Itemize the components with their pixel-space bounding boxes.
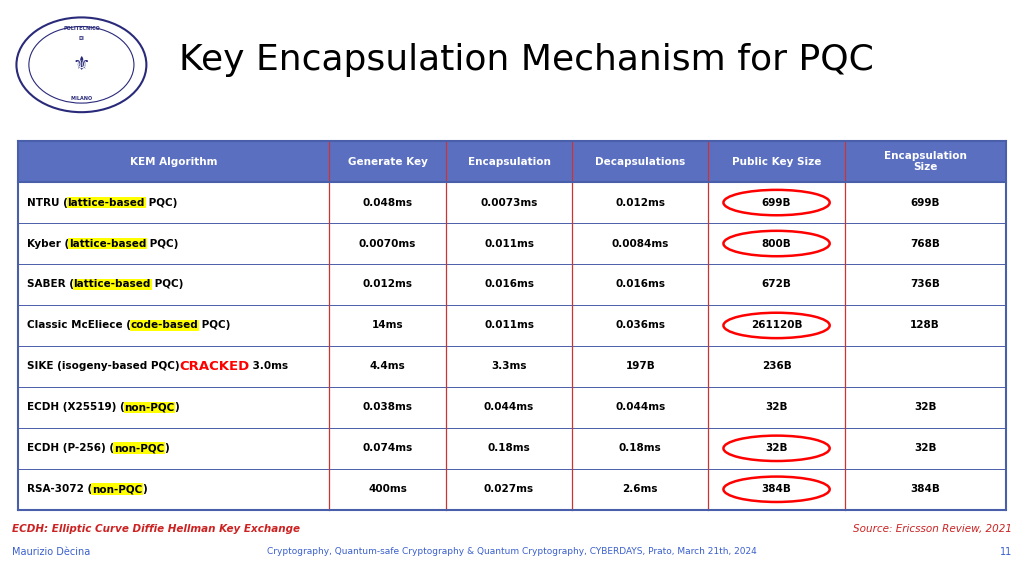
- Text: Key Encapsulation Mechanism for PQC: Key Encapsulation Mechanism for PQC: [179, 43, 874, 78]
- Text: lattice-based: lattice-based: [69, 238, 146, 248]
- Bar: [18, 387, 1006, 428]
- Text: 11: 11: [999, 547, 1012, 557]
- Text: 3.3ms: 3.3ms: [492, 361, 526, 372]
- Text: 197B: 197B: [626, 361, 655, 372]
- Text: 0.048ms: 0.048ms: [362, 198, 413, 207]
- Text: 0.0073ms: 0.0073ms: [480, 198, 538, 207]
- Text: 0.0084ms: 0.0084ms: [611, 238, 669, 248]
- Text: PQC): PQC): [199, 320, 230, 331]
- Text: 0.18ms: 0.18ms: [487, 444, 530, 453]
- Text: 0.18ms: 0.18ms: [618, 444, 662, 453]
- Text: 0.036ms: 0.036ms: [615, 320, 666, 331]
- Text: 800B: 800B: [762, 238, 792, 248]
- Text: 699B: 699B: [910, 198, 940, 207]
- Text: 699B: 699B: [762, 198, 792, 207]
- Text: ECDH (X25519) (: ECDH (X25519) (: [27, 403, 124, 412]
- Text: ): ): [164, 444, 169, 453]
- Text: CRACKED: CRACKED: [179, 360, 250, 373]
- Text: ): ): [175, 403, 179, 412]
- Text: 0.044ms: 0.044ms: [615, 403, 666, 412]
- Text: 2.6ms: 2.6ms: [623, 484, 658, 494]
- Text: PQC): PQC): [144, 198, 177, 207]
- Text: 672B: 672B: [762, 279, 792, 290]
- Text: 400ms: 400ms: [369, 484, 408, 494]
- Text: Encapsulation
Size: Encapsulation Size: [884, 151, 967, 172]
- Text: 384B: 384B: [910, 484, 940, 494]
- Text: NTRU (: NTRU (: [27, 198, 68, 207]
- Text: 261120B: 261120B: [751, 320, 802, 331]
- Text: 236B: 236B: [762, 361, 792, 372]
- Text: Source: Ericsson Review, 2021: Source: Ericsson Review, 2021: [853, 524, 1012, 534]
- Bar: [18, 346, 1006, 387]
- Text: non-PQC: non-PQC: [124, 403, 175, 412]
- Text: PQC): PQC): [151, 279, 183, 290]
- Text: SIKE (isogeny-based PQC): SIKE (isogeny-based PQC): [27, 361, 179, 372]
- Text: 32B: 32B: [913, 403, 936, 412]
- Text: DI: DI: [79, 36, 84, 41]
- Text: non-PQC: non-PQC: [92, 484, 142, 494]
- Bar: [18, 469, 1006, 510]
- Text: Encapsulation: Encapsulation: [468, 157, 551, 166]
- Text: 4.4ms: 4.4ms: [370, 361, 406, 372]
- Text: 14ms: 14ms: [372, 320, 403, 331]
- Text: 0.027ms: 0.027ms: [484, 484, 535, 494]
- Text: non-PQC: non-PQC: [114, 444, 164, 453]
- Text: 0.011ms: 0.011ms: [484, 238, 535, 248]
- Bar: [18, 141, 1006, 182]
- Bar: [18, 223, 1006, 264]
- Text: 32B: 32B: [765, 403, 787, 412]
- Text: 128B: 128B: [910, 320, 940, 331]
- Text: ): ): [142, 484, 146, 494]
- Bar: [18, 428, 1006, 469]
- Text: MILANO: MILANO: [71, 96, 92, 101]
- Text: Maurizio Dècina: Maurizio Dècina: [12, 547, 90, 557]
- Bar: [18, 264, 1006, 305]
- Text: Public Key Size: Public Key Size: [732, 157, 821, 166]
- Text: 0.038ms: 0.038ms: [362, 403, 413, 412]
- Text: 0.012ms: 0.012ms: [615, 198, 666, 207]
- Text: 0.0070ms: 0.0070ms: [359, 238, 417, 248]
- Text: 0.012ms: 0.012ms: [362, 279, 413, 290]
- Text: Cryptography, Quantum-safe Cryptography & Quantum Cryptography, CYBERDAYS, Prato: Cryptography, Quantum-safe Cryptography …: [267, 547, 757, 556]
- Text: PQC): PQC): [146, 238, 178, 248]
- Text: 768B: 768B: [910, 238, 940, 248]
- Bar: [18, 305, 1006, 346]
- Text: lattice-based: lattice-based: [68, 198, 144, 207]
- Text: Decapsulations: Decapsulations: [595, 157, 685, 166]
- Text: 384B: 384B: [762, 484, 792, 494]
- Text: 0.011ms: 0.011ms: [484, 320, 535, 331]
- Text: SABER (: SABER (: [27, 279, 74, 290]
- Text: 3.0ms: 3.0ms: [250, 361, 289, 372]
- Text: code-based: code-based: [131, 320, 199, 331]
- Text: ECDH (P-256) (: ECDH (P-256) (: [27, 444, 114, 453]
- Text: 0.016ms: 0.016ms: [484, 279, 535, 290]
- Text: lattice-based: lattice-based: [74, 279, 151, 290]
- Text: ⚜: ⚜: [73, 55, 90, 74]
- Text: 736B: 736B: [910, 279, 940, 290]
- Text: Kyber (: Kyber (: [27, 238, 69, 248]
- Text: RSA-3072 (: RSA-3072 (: [27, 484, 92, 494]
- Text: POLITECNICO: POLITECNICO: [63, 26, 99, 31]
- Text: Generate Key: Generate Key: [348, 157, 428, 166]
- Bar: [18, 182, 1006, 223]
- Text: 0.016ms: 0.016ms: [615, 279, 666, 290]
- Text: ECDH: Elliptic Curve Diffie Hellman Key Exchange: ECDH: Elliptic Curve Diffie Hellman Key …: [12, 524, 300, 534]
- Text: 0.044ms: 0.044ms: [484, 403, 535, 412]
- Text: Classic McEliece (: Classic McEliece (: [27, 320, 131, 331]
- Text: 32B: 32B: [765, 444, 787, 453]
- Text: KEM Algorithm: KEM Algorithm: [130, 157, 218, 166]
- Text: 32B: 32B: [913, 444, 936, 453]
- Text: 0.074ms: 0.074ms: [362, 444, 413, 453]
